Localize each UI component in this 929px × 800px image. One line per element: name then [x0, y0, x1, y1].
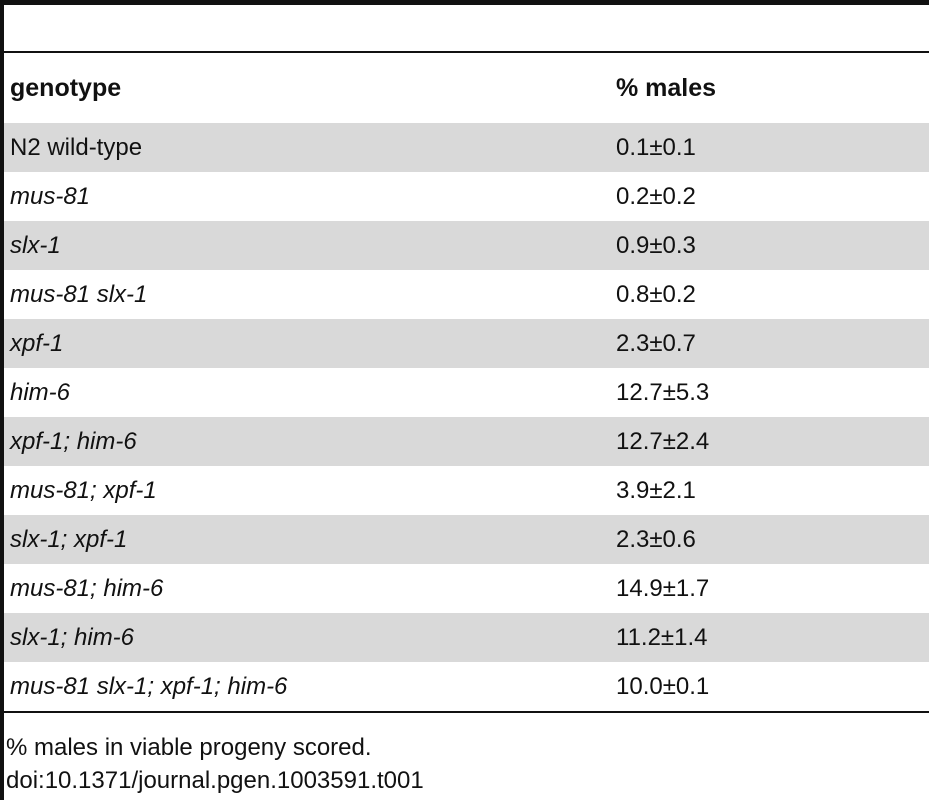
- males-percent-cell: 3.9±2.1: [616, 477, 696, 504]
- header-top-rule: [4, 51, 929, 53]
- genotype-cell: slx-1; him-6: [10, 624, 135, 651]
- table-row: xpf-1; him-6 12.7±2.4: [4, 417, 929, 466]
- males-percent-cell: 0.8±0.2: [616, 281, 696, 308]
- table-row: him-6 12.7±5.3: [4, 368, 929, 417]
- males-percent-cell: 0.9±0.3: [616, 232, 696, 259]
- top-border-rule: [0, 0, 929, 5]
- table-row: mus-81 slx-1; xpf-1; him-6 10.0±0.1: [4, 662, 929, 711]
- genotype-cell: him-6: [10, 379, 71, 406]
- column-header-genotype: genotype: [10, 74, 122, 102]
- genotype-cell: mus-81; him-6: [10, 575, 164, 602]
- table-row: N2 wild-type 0.1±0.1: [4, 123, 929, 172]
- genotype-cell: xpf-1: [10, 330, 64, 357]
- genotype-cell: slx-1: [10, 232, 61, 259]
- column-header-males: % males: [616, 74, 717, 102]
- left-border-rule: [0, 0, 4, 800]
- table-row: mus-81; him-6 14.9±1.7: [4, 564, 929, 613]
- males-percent-cell: 0.1±0.1: [616, 134, 696, 161]
- males-percent-cell: 12.7±2.4: [616, 428, 710, 455]
- males-percent-cell: 14.9±1.7: [616, 575, 710, 602]
- males-percent-cell: 2.3±0.7: [616, 330, 696, 357]
- genotype-cell: xpf-1; him-6: [10, 428, 137, 455]
- males-percent-cell: 2.3±0.6: [616, 526, 696, 553]
- table-bottom-rule: [4, 711, 929, 713]
- genotype-cell: mus-81: [10, 183, 91, 210]
- table-footnote: % males in viable progeny scored.: [6, 734, 372, 761]
- table-row: xpf-1 2.3±0.7: [4, 319, 929, 368]
- genotype-cell: slx-1; xpf-1: [10, 526, 128, 553]
- doi-link[interactable]: doi:10.1371/journal.pgen.1003591.t001: [6, 767, 424, 794]
- table-row: slx-1 0.9±0.3: [4, 221, 929, 270]
- table-row: mus-81 slx-1 0.8±0.2: [4, 270, 929, 319]
- table-header-row: genotype % males: [4, 53, 929, 123]
- males-percent-cell: 11.2±1.4: [616, 624, 708, 651]
- table-row: mus-81 0.2±0.2: [4, 172, 929, 221]
- table-row: slx-1; xpf-1 2.3±0.6: [4, 515, 929, 564]
- genotype-cell: mus-81 slx-1: [10, 281, 148, 308]
- table-row: mus-81; xpf-1 3.9±2.1: [4, 466, 929, 515]
- table-body: N2 wild-type 0.1±0.1 mus-81 0.2±0.2 slx-1 0.9…: [4, 123, 929, 711]
- genotype-cell: mus-81 slx-1; xpf-1; him-6: [10, 673, 288, 700]
- genotype-cell: mus-81; xpf-1: [10, 477, 157, 504]
- table-row: slx-1; him-6 11.2±1.4: [4, 613, 929, 662]
- males-percent-cell: 0.2±0.2: [616, 183, 696, 210]
- genotype-cell: N2 wild-type: [10, 134, 143, 161]
- males-percent-cell: 12.7±5.3: [616, 379, 710, 406]
- males-percent-cell: 10.0±0.1: [616, 673, 710, 700]
